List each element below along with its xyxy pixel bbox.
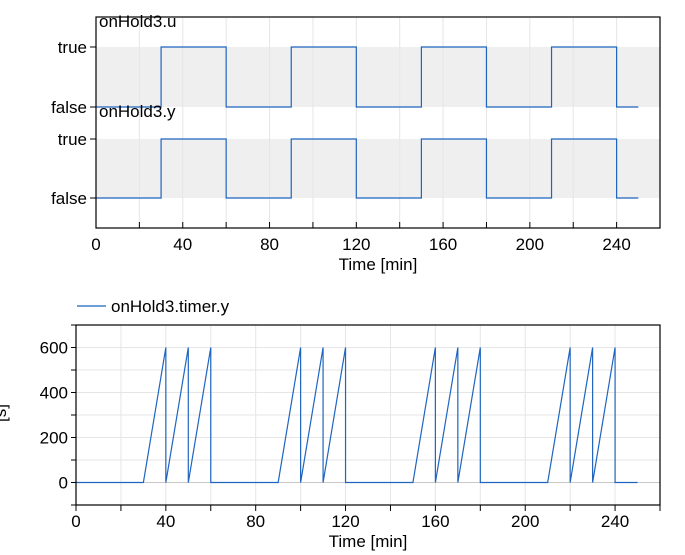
y-ticks: false true false true xyxy=(51,38,96,208)
x-tick-label: 80 xyxy=(260,235,279,254)
x-axis: 0 40 80 120 160 200 240 xyxy=(91,222,661,254)
legend-label: onHold3.timer.y xyxy=(111,297,230,316)
boolean-bands xyxy=(96,47,660,198)
boolean-band xyxy=(96,47,660,107)
x-axis: 0 40 80 120 160 200 240 xyxy=(71,505,661,531)
y-axis: 0 200 400 600 xyxy=(40,324,76,506)
series-line-timer xyxy=(76,347,638,484)
y-tick-label: 600 xyxy=(40,339,68,358)
boolean-plot: false true false true 0 40 80 120 160 200 240 onH… xyxy=(51,12,661,274)
x-tick-label: 40 xyxy=(156,512,175,531)
x-tick-label: 160 xyxy=(421,512,449,531)
y-tick-label: true xyxy=(58,38,87,57)
timer-plot: 0 200 400 600 0 40 80 120 160 200 240 onHold3.tim… xyxy=(0,297,661,551)
plot-frame xyxy=(95,16,661,229)
y-tick-label: 400 xyxy=(40,384,68,403)
series-label-y: onHold3.y xyxy=(99,102,176,121)
y-tick-label: 0 xyxy=(59,474,68,493)
x-axis-title: Time [min] xyxy=(329,532,408,551)
x-tick-label: 40 xyxy=(173,235,192,254)
series-line xyxy=(96,46,639,108)
series-line xyxy=(96,138,639,199)
x-tick-label: 240 xyxy=(601,512,629,531)
y-tick-label: false xyxy=(51,98,87,117)
x-axis-title: Time [min] xyxy=(339,255,418,274)
y-axis-title: [s] xyxy=(0,404,10,422)
y-tick-label: true xyxy=(58,130,87,149)
signal-lines xyxy=(96,46,639,199)
y-tick-label: false xyxy=(51,189,87,208)
x-tick-label: 240 xyxy=(602,235,630,254)
x-tick-label: 80 xyxy=(246,512,265,531)
x-tick-label: 0 xyxy=(91,235,100,254)
x-tick-label: 120 xyxy=(331,512,359,531)
series-label-u: onHold3.u xyxy=(99,12,177,31)
x-tick-label: 0 xyxy=(71,512,80,531)
y-tick-label: 200 xyxy=(40,429,68,448)
x-tick-label: 120 xyxy=(342,235,370,254)
boolean-band xyxy=(96,139,660,198)
x-tick-label: 160 xyxy=(429,235,457,254)
x-tick-label: 200 xyxy=(516,235,544,254)
x-tick-label: 200 xyxy=(511,512,539,531)
grid-lines xyxy=(76,324,660,506)
